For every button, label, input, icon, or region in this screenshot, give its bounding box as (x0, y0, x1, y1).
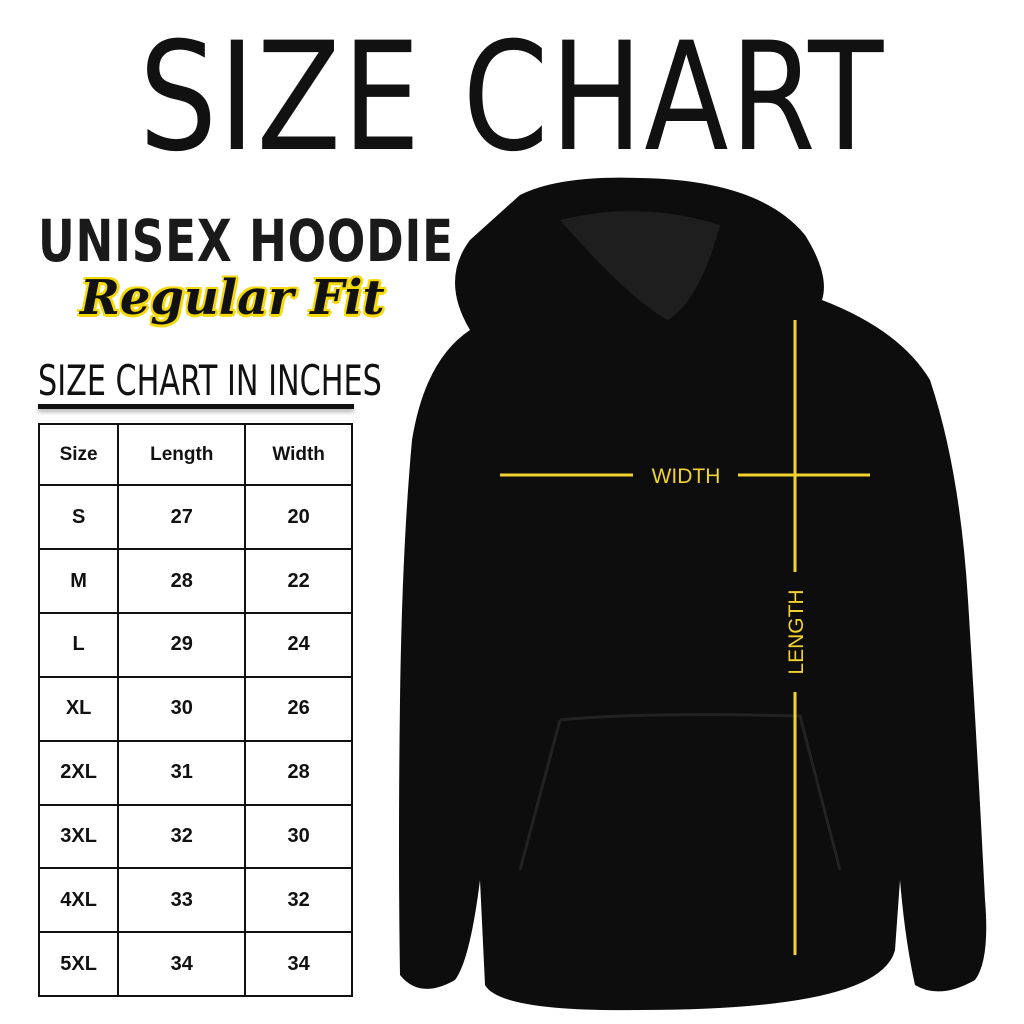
hoodie-body (399, 177, 987, 1011)
cell-width: 22 (244, 548, 353, 615)
cell-length: 27 (117, 484, 247, 551)
hood-opening (560, 211, 720, 320)
size-table: Size Length Width S 27 20 M 28 22 L 29 24 XL 30… (37, 422, 353, 997)
header-cell: Length (117, 422, 247, 487)
cell-size: L (37, 612, 120, 678)
pocket-outline (518, 713, 842, 871)
table-row: XL 30 26 (37, 675, 353, 742)
cell-length: 33 (117, 867, 247, 934)
length-label: LENGTH (785, 589, 808, 674)
cell-size: XL (37, 675, 120, 742)
width-label: WIDTH (652, 465, 721, 488)
page-title: SIZE CHART (139, 11, 885, 185)
cell-size: 4XL (37, 867, 120, 934)
fit-label: Regular Fit (80, 270, 385, 326)
cell-length: 32 (117, 803, 247, 870)
cell-width: 20 (244, 484, 353, 551)
cell-width: 34 (244, 931, 353, 997)
cell-width: 32 (244, 867, 353, 934)
cell-size: 2XL (37, 739, 120, 806)
product-name: UNISEX HOODIE (38, 207, 454, 275)
cell-size: S (37, 484, 120, 551)
hoodie-illustration (399, 177, 987, 1011)
unit-heading: SIZE CHART IN INCHES (38, 356, 382, 405)
cell-length: 30 (117, 675, 247, 742)
cell-width: 30 (244, 803, 353, 870)
cell-width: 28 (244, 739, 353, 806)
table-row: L 29 24 (37, 612, 353, 678)
table-row: 4XL 33 32 (37, 867, 353, 934)
cell-size: M (37, 548, 120, 615)
cell-width: 26 (244, 675, 353, 742)
cell-width: 24 (244, 612, 353, 678)
cell-length: 34 (117, 931, 247, 997)
cell-size: 5XL (37, 931, 120, 997)
heading-underline (38, 404, 354, 409)
cell-length: 29 (117, 612, 247, 678)
table-row: 3XL 32 30 (37, 803, 353, 870)
table-header-row: Size Length Width (37, 422, 353, 487)
table-row: M 28 22 (37, 548, 353, 615)
cell-length: 28 (117, 548, 247, 615)
cell-size: 3XL (37, 803, 120, 870)
header-cell: Width (244, 422, 353, 487)
table-row: 5XL 34 34 (37, 931, 353, 997)
table-row: 2XL 31 28 (37, 739, 353, 806)
header-cell: Size (37, 422, 120, 487)
table-row: S 27 20 (37, 484, 353, 551)
cell-length: 31 (117, 739, 247, 806)
